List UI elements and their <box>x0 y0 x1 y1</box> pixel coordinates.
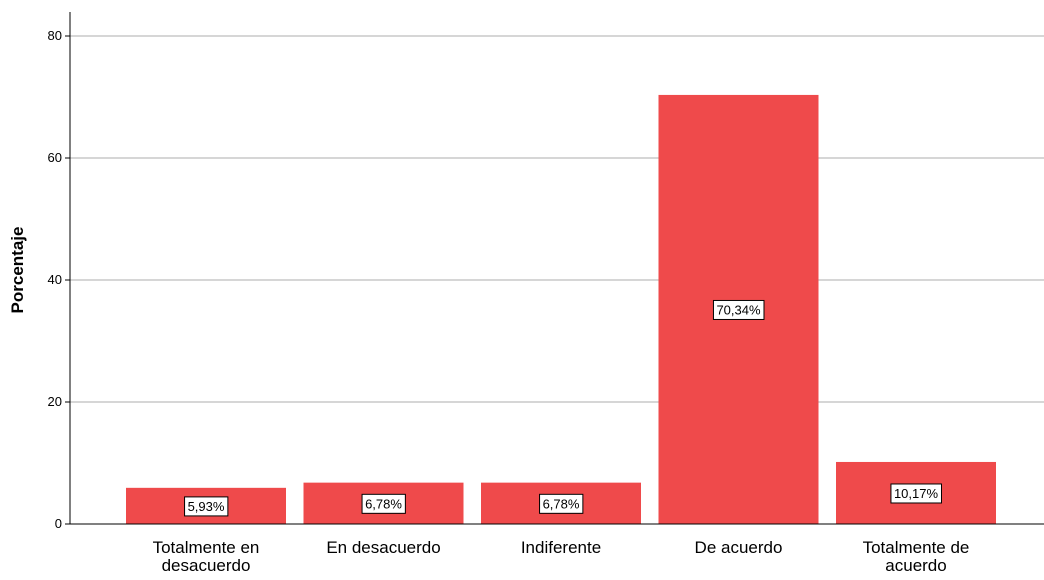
y-axis-title: Porcentaje <box>8 227 27 314</box>
data-label: 70,34% <box>716 302 761 317</box>
category-label: acuerdo <box>885 556 946 575</box>
data-label: 10,17% <box>894 486 939 501</box>
data-label: 6,78% <box>365 496 402 511</box>
category-label: desacuerdo <box>162 556 251 575</box>
y-tick-label: 80 <box>48 28 62 43</box>
category-label: Indiferente <box>521 538 601 557</box>
data-label-box <box>184 496 229 517</box>
data-label-box <box>712 299 765 320</box>
y-tick-label: 20 <box>48 394 62 409</box>
axes <box>65 12 1044 525</box>
bars <box>126 94 996 525</box>
category-label: Totalmente en <box>153 538 260 557</box>
data-label-box <box>890 483 942 504</box>
category-label: En desacuerdo <box>326 538 440 557</box>
data-label-box <box>539 493 584 514</box>
category-label: De acuerdo <box>695 538 783 557</box>
y-tick-label: 60 <box>48 150 62 165</box>
data-label: 5,93% <box>188 499 225 514</box>
category-label: Totalmente de <box>863 538 970 557</box>
data-label-box <box>361 493 406 514</box>
data-label: 6,78% <box>543 496 580 511</box>
y-tick-label: 40 <box>48 272 62 287</box>
grid-lines <box>70 35 1044 403</box>
y-tick-label: 0 <box>55 516 62 531</box>
